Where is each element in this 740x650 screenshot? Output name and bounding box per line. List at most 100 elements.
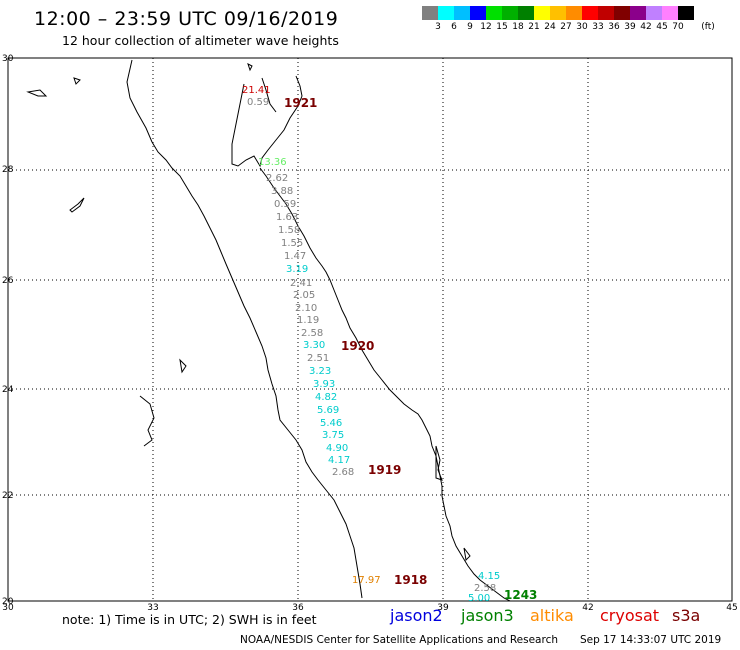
color-scale-label: 36 [608, 22, 620, 32]
island [26, 89, 48, 97]
color-swatch [646, 6, 662, 20]
island [139, 395, 155, 447]
color-scale-label: 6 [451, 22, 457, 32]
wave-height-value: 2.41 [290, 278, 312, 289]
longitude-tick-label: 39 [437, 603, 449, 613]
map-title: 12:00 – 23:59 UTC 09/16/2019 [34, 8, 339, 30]
satellite-legend-cryosat: cryosat [600, 606, 660, 625]
map-frame [7, 57, 733, 602]
color-swatch [470, 6, 486, 20]
color-scale-label: 24 [544, 22, 556, 32]
color-scale-label: 3 [435, 22, 441, 32]
wave-height-value: 4.82 [315, 392, 337, 403]
island [463, 547, 471, 562]
pass-time-label: 1243 [504, 588, 537, 602]
map-subtitle: 12 hour collection of altimeter wave hei… [62, 33, 339, 48]
color-scale-label: 15 [496, 22, 508, 32]
color-swatch [502, 6, 518, 20]
wave-height-value: 5.69 [317, 405, 339, 416]
footnote: note: 1) Time is in UTC; 2) SWH is in fe… [62, 612, 317, 627]
lat-lon-grid [8, 58, 732, 601]
color-scale-label: 27 [560, 22, 572, 32]
color-scale-label: 42 [640, 22, 652, 32]
latitude-tick-label: 24 [2, 385, 14, 395]
color-swatch [598, 6, 614, 20]
pass-time-label: 1921 [284, 96, 317, 110]
color-scale-unit: (ft) [701, 22, 715, 32]
color-scale-label: 33 [592, 22, 604, 32]
wave-height-value: 3.88 [271, 186, 293, 197]
wave-height-value: 1.58 [278, 225, 300, 236]
credit-line: NOAA/NESDIS Center for Satellite Applica… [240, 634, 558, 646]
color-swatch [486, 6, 502, 20]
color-scale-label: 30 [576, 22, 588, 32]
island [247, 63, 253, 72]
gulf-of-suez-coast [231, 75, 303, 168]
wave-height-value: 17.97 [352, 575, 381, 586]
coastline [26, 59, 511, 602]
color-swatch [438, 6, 454, 20]
latitude-tick-label: 30 [2, 54, 14, 64]
wave-height-value: 21.41 [242, 85, 271, 96]
satellite-legend-altika: altika [530, 606, 574, 625]
satellite-legend-s3a: s3a [672, 606, 701, 625]
color-swatch [534, 6, 550, 20]
color-scale-label: 12 [480, 22, 492, 32]
latitude-tick-label: 20 [2, 597, 14, 607]
island [435, 445, 443, 481]
latitude-tick-label: 26 [2, 276, 14, 286]
color-scale-label: 45 [656, 22, 668, 32]
color-scale-legend [422, 6, 694, 20]
longitude-tick-label: 30 [2, 603, 14, 613]
color-swatch [422, 6, 438, 20]
color-scale-label: 70 [672, 22, 684, 32]
color-swatch [566, 6, 582, 20]
pass-time-label: 1920 [341, 339, 374, 353]
wave-height-value: 3.23 [309, 366, 331, 377]
color-scale-label: 21 [528, 22, 540, 32]
wave-height-value: 0.59 [274, 199, 296, 210]
color-swatch [582, 6, 598, 20]
west-coastline [126, 59, 363, 599]
color-swatch [630, 6, 646, 20]
island [69, 197, 85, 213]
color-scale-label: 18 [512, 22, 524, 32]
generated-timestamp: Sep 17 14:33:07 UTC 2019 [580, 634, 722, 646]
color-scale-label: 9 [467, 22, 473, 32]
wave-height-value: 2.51 [307, 353, 329, 364]
color-swatch [662, 6, 678, 20]
wave-height-value: 1.55 [281, 238, 303, 249]
color-swatch [678, 6, 694, 20]
latitude-tick-label: 22 [2, 491, 13, 501]
wave-height-value: 2.58 [474, 583, 496, 594]
wave-height-value: 2.10 [295, 303, 317, 314]
longitude-tick-label: 33 [147, 603, 158, 613]
satellite-legend-jason3: jason3 [461, 606, 514, 625]
wave-height-value: 2.68 [332, 467, 354, 478]
wave-height-value: 2.58 [301, 328, 323, 339]
latitude-tick-label: 28 [2, 165, 14, 175]
wave-height-value: 1.19 [297, 315, 319, 326]
wave-height-value: 0.59 [247, 97, 269, 108]
wave-height-labels: 21.410.5913.362.623.880.591.631.581.551.… [242, 85, 500, 604]
color-scale-label: 39 [624, 22, 636, 32]
wave-height-value: 2.05 [293, 290, 315, 301]
wave-height-value: 3.75 [322, 430, 344, 441]
wave-height-value: 1.47 [284, 251, 306, 262]
wave-height-value: 3.30 [303, 340, 325, 351]
east-coastline [259, 167, 511, 602]
wave-height-value: 3.93 [313, 379, 335, 390]
wave-height-value: 5.00 [468, 593, 490, 604]
wave-height-value: 4.17 [328, 455, 350, 466]
wave-height-value: 1.63 [276, 212, 298, 223]
longitude-tick-label: 42 [582, 603, 593, 613]
satellite-legend-jason2: jason2 [390, 606, 443, 625]
pass-time-label: 1919 [368, 463, 401, 477]
color-swatch [614, 6, 630, 20]
wave-height-value: 13.36 [258, 157, 287, 168]
pass-time-label: 1918 [394, 573, 427, 587]
island [179, 358, 187, 374]
wave-height-value: 4.15 [478, 571, 500, 582]
